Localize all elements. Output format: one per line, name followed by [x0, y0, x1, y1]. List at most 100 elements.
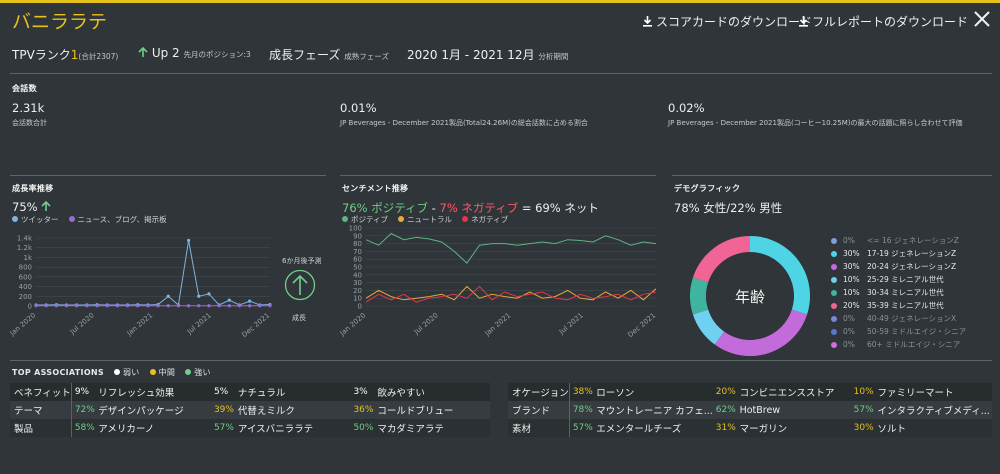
- donut-slice: [692, 309, 725, 345]
- donut-slice: [750, 236, 810, 315]
- association-percent: 72%: [74, 405, 95, 415]
- forecast-label: 6か月後予測: [282, 257, 322, 265]
- association-item[interactable]: 代替えミルク: [237, 406, 295, 417]
- y-tick-label: 80: [353, 240, 362, 248]
- age-label: 35-39 ミレニアル世代: [867, 301, 944, 310]
- arrow-up-icon: [41, 200, 51, 211]
- data-point: [64, 304, 69, 308]
- data-point: [54, 304, 58, 308]
- close-icon[interactable]: [972, 9, 992, 29]
- y-tick-label: 50: [353, 264, 362, 272]
- x-tick-label: Jul 2021: [185, 311, 213, 336]
- sentiment-negative: 7% ネガティブ: [439, 201, 519, 215]
- association-percent: 30%: [853, 423, 874, 433]
- tpv-total: (合計2307): [78, 52, 119, 61]
- association-item[interactable]: マーガリン: [739, 424, 788, 435]
- association-item[interactable]: コールドブリュー: [377, 406, 454, 417]
- association-row: オケージョン 38% ローソン 20% コンビニエンスストア 10% ファミリーマート: [508, 383, 992, 401]
- data-point: [75, 304, 79, 308]
- association-row: 製品 58% アメリカーノ 57% アイスバニララテ 50% マカダミアラテ: [10, 419, 490, 437]
- y-tick-label: 200: [19, 293, 32, 301]
- age-percent: 30%: [843, 249, 860, 258]
- age-percent: 10%: [843, 275, 860, 284]
- association-item[interactable]: リフレッシュ効果: [98, 388, 175, 399]
- donut-slice: [690, 277, 709, 315]
- association-percent: 39%: [213, 405, 234, 415]
- association-item[interactable]: ソルト: [877, 424, 906, 435]
- data-point: [115, 304, 119, 308]
- data-point: [146, 304, 150, 308]
- period: 2020 1月 - 2021 12月 分析期間: [407, 46, 568, 63]
- x-tick-label: Jan 2021: [483, 311, 513, 338]
- association-item[interactable]: ファミリーマート: [877, 388, 954, 399]
- association-item[interactable]: デザインパッケージ: [98, 406, 184, 417]
- data-point: [136, 304, 140, 308]
- data-point: [105, 304, 109, 308]
- age-donut-chart: [690, 236, 810, 356]
- legend-dot: [831, 341, 837, 348]
- divider: [10, 73, 992, 74]
- association-item[interactable]: インタラクティブメディ...: [877, 406, 990, 417]
- max-topic-value: 0.02%: [668, 101, 705, 115]
- association-category: 素材: [508, 419, 570, 437]
- association-percent: 3%: [353, 387, 368, 397]
- max-topic-label: JP Beverages - December 2021製品(コーヒー10.25…: [668, 119, 963, 127]
- total-conversations: 2.31k: [12, 101, 45, 115]
- legend-dot: [831, 263, 837, 270]
- x-tick-label: Jul 2021: [557, 311, 585, 336]
- phase-value: 成長フェーズ: [269, 48, 341, 62]
- association-percent: 57%: [213, 423, 234, 433]
- sentiment-dash: -: [428, 201, 440, 215]
- tpv-rank-value: 1: [70, 48, 79, 62]
- download-icon: [643, 16, 652, 27]
- x-tick-label: Jan 2021: [125, 311, 155, 338]
- x-tick-label: Jul 2020: [68, 311, 96, 336]
- association-item[interactable]: コンビニエンスストア: [739, 388, 835, 399]
- association-item[interactable]: 飲みやすい: [377, 388, 425, 399]
- growth-label: 成長率推移: [12, 184, 54, 193]
- data-point: [268, 304, 272, 308]
- growth-value: 75%: [12, 200, 51, 214]
- y-tick-label: 800: [19, 264, 32, 272]
- data-point: [207, 304, 211, 308]
- up-sub: 先月のポジション:3: [183, 50, 251, 59]
- association-item[interactable]: アメリカーノ: [98, 424, 155, 435]
- association-item[interactable]: マウントレーニア カフェ...: [596, 406, 713, 417]
- download-full-report-button[interactable]: フルレポートのダウンロード: [798, 13, 968, 30]
- position-change: Up 2 先月のポジション:3: [138, 46, 251, 60]
- x-tick-label: Dec 2021: [240, 311, 271, 339]
- growth-percent: 75%: [12, 200, 38, 214]
- data-point: [156, 304, 160, 308]
- x-tick-label: Jan 2020: [8, 311, 38, 338]
- legend-weak: 弱い: [113, 367, 140, 378]
- age-legend-item: 0% 60+ ミドルエイジ・シニア: [831, 338, 966, 351]
- age-percent: 10%: [843, 288, 860, 297]
- y-tick-label: 100: [349, 225, 362, 233]
- demographics-label: デモグラフィック: [674, 184, 741, 193]
- association-item[interactable]: アイスバニララテ: [237, 424, 314, 435]
- data-point: [187, 304, 191, 308]
- donut-center-label: 年齢: [734, 288, 765, 306]
- association-item[interactable]: ナチュラル: [237, 388, 286, 399]
- sentiment-headline: 76% ポジティブ - 7% ネガティブ = 69% ネット: [342, 200, 599, 216]
- age-label: 60+ ミドルエイジ・シニア: [867, 340, 961, 349]
- age-label: <= 16 ジェネレーションZ: [867, 236, 959, 245]
- forecast-arrow-icon: [284, 269, 316, 301]
- association-percent: 36%: [353, 405, 374, 415]
- associations-header: TOP ASSOCIATIONS 弱い 中間 強い: [12, 367, 211, 378]
- association-item[interactable]: マカダミアラテ: [377, 424, 444, 435]
- y-tick-label: 90: [353, 232, 362, 240]
- association-percent: 78%: [572, 405, 593, 415]
- association-item[interactable]: HotBrew: [739, 404, 781, 416]
- age-legend-item: 0% <= 16 ジェネレーションZ: [831, 234, 966, 247]
- divider: [10, 175, 326, 176]
- association-item[interactable]: ローソン: [596, 388, 635, 399]
- association-item[interactable]: エメンタールチーズ: [596, 424, 682, 435]
- download-scorecard-button[interactable]: スコアカードのダウンロード: [642, 13, 812, 30]
- association-percent: 31%: [715, 423, 736, 433]
- period-value: 2020 1月 - 2021 12月: [407, 48, 535, 62]
- age-percent: 0%: [843, 327, 855, 336]
- sentiment-positive: 76% ポジティブ: [342, 201, 429, 215]
- legend-dot: [831, 315, 837, 322]
